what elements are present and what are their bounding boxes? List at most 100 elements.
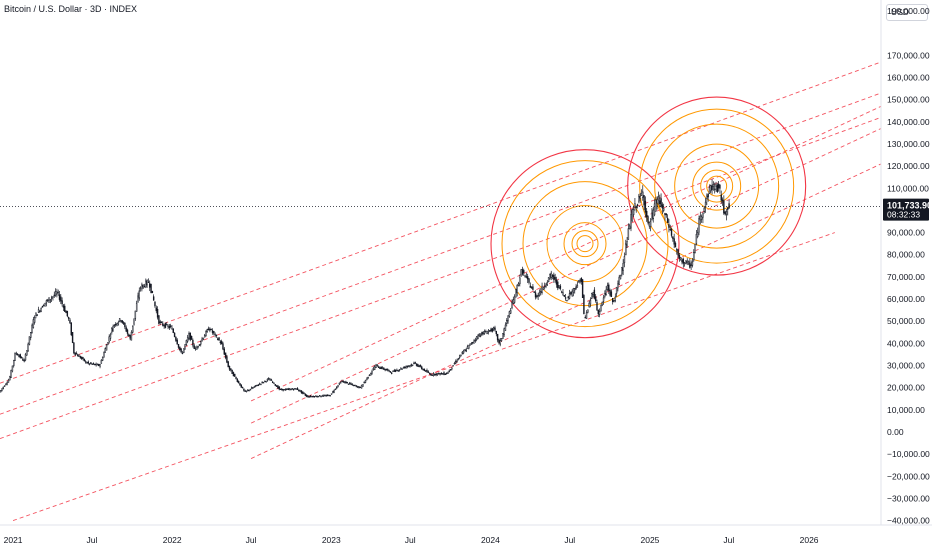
y-tick-label: 70,000.00	[887, 272, 925, 282]
candle-body	[350, 383, 352, 385]
candle-body	[547, 277, 550, 283]
candle-body	[117, 321, 120, 325]
candle-body	[287, 388, 290, 390]
candle-body	[423, 368, 426, 372]
candle-body	[198, 344, 201, 346]
candle-body	[205, 330, 207, 336]
inner-circle	[501, 160, 669, 328]
candle-body	[664, 213, 666, 216]
candle-body	[440, 372, 443, 375]
candle-body	[44, 302, 46, 305]
candle-body	[673, 238, 675, 245]
candle-body	[215, 334, 218, 337]
candle-body	[37, 309, 40, 313]
candle-body	[149, 283, 151, 288]
candle-body	[66, 310, 69, 317]
candle-body	[231, 369, 233, 374]
y-tick-label: 40,000.00	[887, 338, 925, 348]
candle-body	[269, 379, 271, 381]
candle-body	[415, 363, 418, 366]
candle-body	[164, 323, 167, 328]
candle-body	[406, 365, 409, 367]
candle-body	[600, 304, 602, 312]
candle-body	[320, 395, 322, 398]
candle-body	[15, 353, 18, 355]
candle-body	[380, 366, 382, 369]
candle-body	[422, 368, 424, 371]
candle-body	[173, 332, 176, 338]
candle-body	[126, 329, 129, 334]
candle-body	[274, 384, 276, 386]
candle-body	[626, 240, 628, 246]
candle-body	[584, 316, 586, 319]
candle-body	[100, 359, 103, 364]
candle-body	[464, 349, 466, 352]
candle-body	[687, 261, 690, 264]
candle-body	[538, 291, 541, 296]
candle-body	[39, 310, 41, 313]
candle-body	[190, 335, 193, 340]
candle-body	[503, 328, 505, 335]
candle-body	[477, 335, 479, 340]
candle-body	[33, 317, 36, 323]
candle-body	[194, 348, 197, 350]
candle-body	[211, 330, 214, 333]
candle-body	[670, 228, 673, 236]
candle-body	[159, 321, 161, 323]
y-tick-label: 50,000.00	[887, 316, 925, 326]
candle-body	[363, 381, 365, 384]
candle-body	[377, 366, 380, 369]
candle-body	[516, 284, 518, 294]
candle-body	[57, 291, 59, 294]
candle-body	[506, 320, 508, 324]
candle-body	[94, 363, 96, 366]
current-price-tag	[883, 198, 929, 221]
candle-body	[243, 388, 245, 391]
candle-body	[228, 366, 231, 370]
candle-body	[343, 381, 346, 383]
candle-body	[436, 373, 439, 376]
candle-body	[113, 324, 116, 327]
x-tick-label: Jul	[564, 535, 575, 545]
candle-body	[613, 300, 615, 302]
inner-circle	[692, 161, 742, 211]
x-tick-label: 2022	[163, 535, 182, 545]
candle-body	[230, 368, 232, 371]
currency-button[interactable]: USD	[886, 4, 928, 21]
candle-body	[462, 350, 465, 354]
candle-body	[372, 367, 375, 370]
y-tick-label: 110,000.00	[887, 183, 929, 193]
candle-body	[716, 184, 719, 192]
candle-body	[41, 306, 44, 308]
candle-body	[672, 236, 674, 239]
candle-body	[645, 210, 648, 218]
candle-body	[22, 358, 24, 361]
candle-body	[618, 276, 620, 285]
candle-body	[362, 384, 364, 387]
candle-body	[662, 208, 665, 211]
candle-body	[639, 196, 641, 199]
candle-body	[608, 284, 610, 291]
candle-body	[185, 340, 188, 345]
candle-body	[448, 370, 450, 373]
candle-body	[321, 395, 324, 397]
y-tick-label: 20,000.00	[887, 383, 925, 393]
candle-body	[134, 310, 137, 319]
candle-body	[384, 368, 386, 371]
inner-circle	[639, 108, 795, 264]
candle-body	[611, 298, 614, 302]
candle-body	[636, 204, 639, 207]
candle-body	[486, 332, 488, 335]
candle-body	[151, 290, 154, 294]
candle-body	[492, 327, 495, 330]
candle-body	[712, 184, 715, 187]
candle-body	[597, 310, 600, 315]
candle-body	[696, 232, 699, 237]
candle-body	[666, 217, 669, 223]
candle-body	[11, 365, 14, 372]
candle-body	[537, 295, 539, 297]
candle-body	[32, 319, 35, 329]
candle-body	[213, 330, 215, 334]
